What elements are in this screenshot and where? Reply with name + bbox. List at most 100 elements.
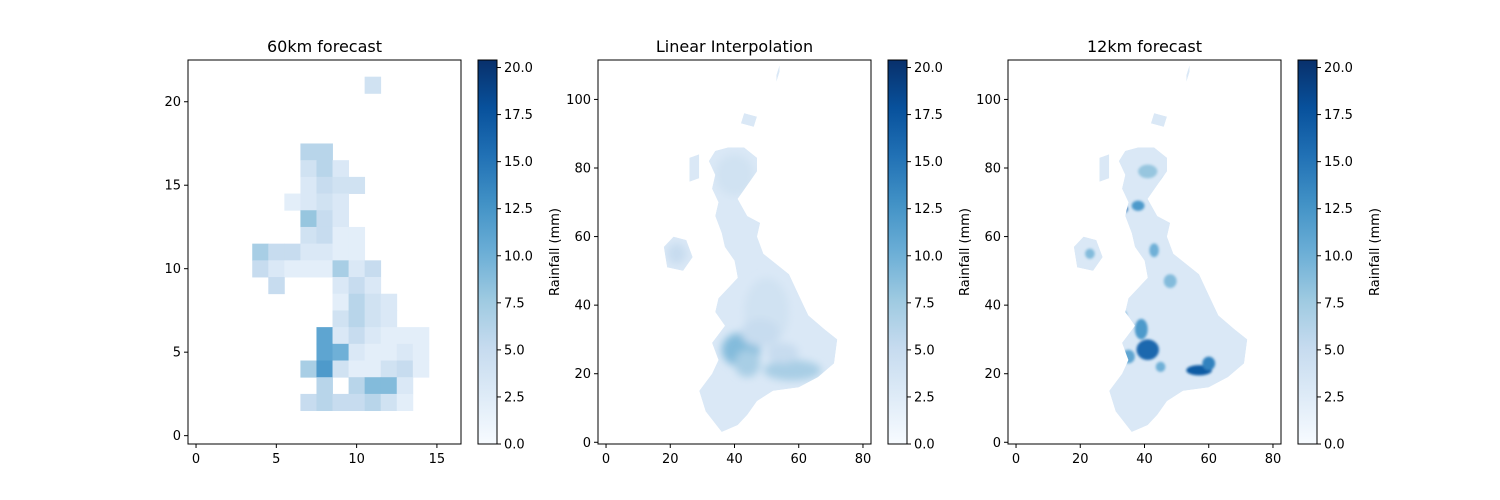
heatmap-cell (332, 210, 349, 228)
heatmap-cell (380, 393, 398, 412)
colorbar-tick-label: 2.5 (1324, 390, 1345, 405)
x-tick-label: 20 (1072, 452, 1089, 467)
heatmap-cell (332, 160, 349, 178)
colorbar-tick-label: 0.0 (914, 438, 935, 453)
heatmap-cell (364, 293, 382, 311)
panel-60km: 0 5 10 15 0 5 10 15 20 60km forecast 0.0 2.5 5.0 7.… (164, 37, 563, 467)
y-tick-label: 80 (574, 162, 591, 177)
y-tick-label: 20 (574, 367, 591, 382)
heatmap-cell (364, 327, 382, 345)
heatmap-cell (316, 160, 333, 178)
rainfall-region (1134, 318, 1148, 340)
heatmap-cell (316, 143, 333, 161)
heatmap-cell (300, 226, 317, 245)
colorbar: 0.0 2.5 5.0 7.5 10.0 12.5 15.0 17.5 20.0 Rainfall… (887, 59, 973, 453)
rainfall-region (1131, 200, 1145, 211)
heatmap-cell (348, 327, 366, 345)
heatmap-cell (332, 310, 349, 328)
colorbar-tick-label: 0.0 (1324, 438, 1345, 453)
heatmap-cell (268, 243, 285, 261)
x-tick-label: 15 (429, 452, 446, 467)
heatmap-cell (316, 360, 333, 378)
rainfall-region (1149, 243, 1159, 258)
panel-linear-interpolation: 0 20 40 60 80 0 20 40 60 80 100 Linear Interpolati… (566, 37, 973, 467)
heatmap-cells (252, 76, 430, 412)
x-tick-label: 60 (790, 452, 807, 467)
heatmap-cell (380, 343, 398, 361)
rainfall-region (667, 243, 687, 264)
heatmap-cell (316, 210, 333, 228)
land-polygon (1150, 113, 1167, 127)
y-tick-label: 15 (164, 179, 181, 194)
rainfall-region (1202, 356, 1216, 371)
x-tick-label: 80 (855, 452, 872, 467)
colorbar-tick-label: 15.0 (914, 155, 943, 170)
colorbar-tick-label: 20.0 (914, 61, 943, 76)
land-polygon (776, 65, 780, 83)
heatmap-cell (316, 377, 333, 395)
rainfall-region (1085, 248, 1095, 259)
heatmap-cell (364, 377, 382, 395)
heatmap-cell (332, 360, 349, 378)
y-tick-label: 5 (173, 346, 181, 361)
rainfall-region (763, 360, 822, 381)
colorbar-tick-label: 0.0 (504, 438, 525, 453)
axis-ticks: 0 5 10 15 0 5 10 15 20 (164, 95, 445, 467)
heatmap-cell (300, 260, 317, 278)
y-tick-label: 100 (976, 93, 1001, 108)
heatmap-cell (300, 210, 317, 228)
heatmap-cell (284, 243, 301, 261)
heatmap-cell (348, 343, 366, 361)
colorbar-tick-label: 10.0 (504, 249, 533, 264)
x-tick-label: 0 (1012, 452, 1020, 467)
heatmap-cell (300, 160, 317, 178)
heatmap-cell (380, 293, 398, 311)
x-tick-label: 20 (662, 452, 679, 467)
rainfall-region (1116, 205, 1128, 214)
heatmap-cell (332, 260, 349, 278)
heatmap-cell (348, 393, 366, 412)
y-tick-label: 0 (993, 436, 1001, 451)
colorbar: 0.0 2.5 5.0 7.5 10.0 12.5 15.0 17.5 20.0 Rainfall… (1297, 59, 1383, 453)
heatmap-cell (396, 343, 414, 361)
colorbar-tick-label: 5.0 (914, 343, 935, 358)
heatmap-map (663, 65, 838, 432)
heatmap-cell (300, 193, 317, 211)
heatmap-cell (364, 277, 382, 295)
heatmap-cell (348, 360, 366, 378)
x-tick-label: 0 (602, 452, 610, 467)
rainfall-region (1122, 349, 1135, 364)
heatmap-cell (300, 143, 317, 161)
heatmap-cell (268, 260, 285, 278)
rainfall-region (740, 318, 780, 347)
heatmap-cell (316, 176, 333, 194)
heatmap-cell (348, 226, 366, 245)
colorbar-tick-label: 15.0 (1324, 155, 1353, 170)
axis-ticks: 0 20 40 60 80 0 20 40 60 80 100 (566, 93, 871, 467)
panel-title: Linear Interpolation (656, 37, 813, 56)
heatmap-cell (412, 343, 430, 361)
heatmap-cell (332, 293, 349, 311)
colorbar-label: Rainfall (mm) (548, 208, 563, 296)
y-tick-label: 0 (583, 436, 591, 451)
heatmap-cell (348, 260, 366, 278)
heatmap-cell (396, 377, 414, 395)
rainfall-region (1162, 176, 1172, 187)
colorbar-label: Rainfall (mm) (958, 208, 973, 296)
rainfall-region (721, 222, 761, 264)
colorbar-tick-label: 12.5 (1324, 202, 1353, 217)
plot-frame (187, 59, 462, 445)
y-tick-label: 20 (164, 95, 181, 110)
land-polygon (1099, 154, 1110, 182)
heatmap-cell (364, 360, 382, 378)
heatmap-cell (348, 310, 366, 328)
heatmap-cell (332, 226, 349, 245)
colorbar-label: Rainfall (mm) (1368, 208, 1383, 296)
heatmap-cell (380, 377, 398, 395)
heatmap-cell (332, 176, 349, 194)
colorbar-gradient (887, 59, 908, 445)
heatmap-cell (316, 343, 333, 361)
rainfall-region (715, 154, 754, 196)
heatmap-cell (316, 260, 333, 278)
heatmap-cell (412, 327, 430, 345)
